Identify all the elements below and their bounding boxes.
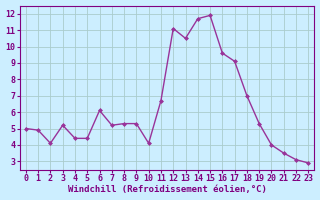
X-axis label: Windchill (Refroidissement éolien,°C): Windchill (Refroidissement éolien,°C) <box>68 185 267 194</box>
